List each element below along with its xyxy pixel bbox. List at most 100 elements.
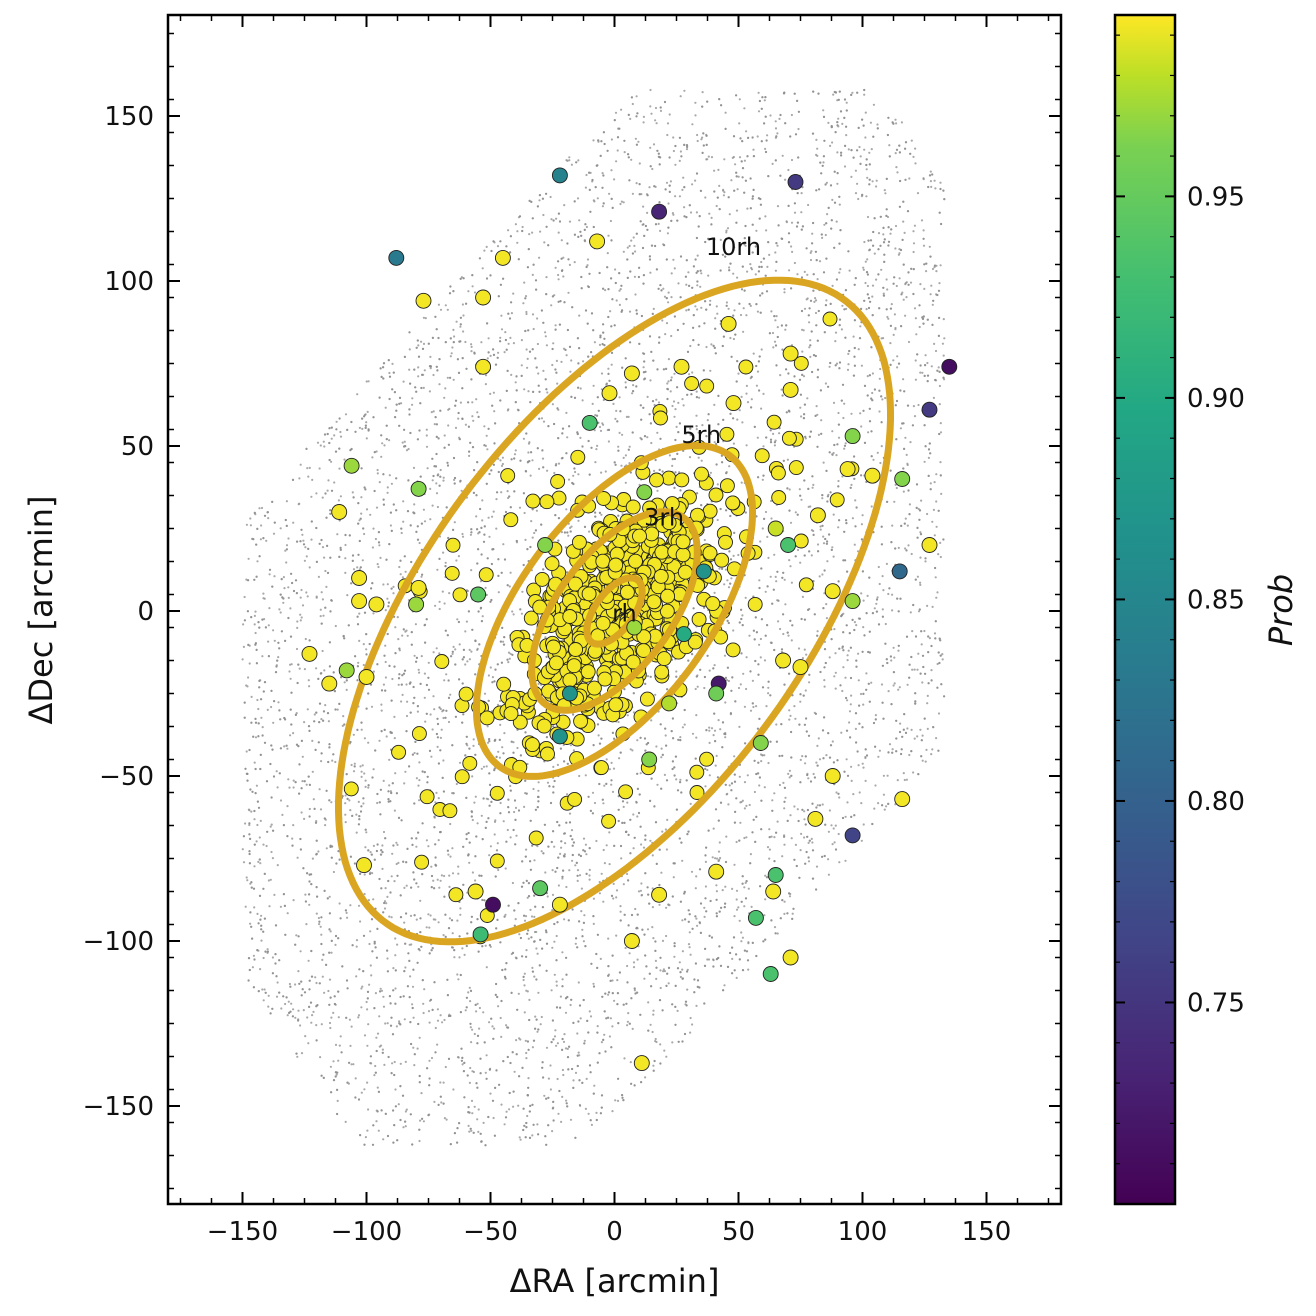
field-star-point [841,689,844,693]
field-star-point [357,1014,361,1017]
field-star-point [892,333,895,336]
field-star-point [696,308,699,311]
field-star-point [430,1056,434,1060]
field-star-point [420,1092,423,1095]
field-star-point [486,725,489,728]
field-star-point [276,786,279,789]
field-star-point [450,352,453,355]
field-star-point [386,597,389,600]
field-star-point [833,628,836,631]
field-star-point [877,755,880,758]
field-star-point [831,284,834,287]
field-star-point [517,1104,520,1107]
field-star-point [282,601,285,604]
field-star-point [500,1035,503,1038]
field-star-point [304,1035,307,1038]
field-star-point [834,687,837,690]
field-star-point [289,663,292,666]
field-star-point [433,1100,436,1103]
field-star-point [814,297,817,300]
field-star-point [486,357,489,360]
field-star-point [912,771,915,774]
field-star-point [555,1044,558,1047]
field-star-point [546,469,549,472]
field-star-point [740,395,743,398]
field-star-point [847,649,850,652]
field-star-point [696,924,699,927]
field-star-point [507,342,510,345]
field-star-point [651,906,655,909]
field-star-point [835,791,838,794]
field-star-point [288,670,291,673]
field-star-point [652,143,656,146]
field-star-point [538,199,541,202]
field-star-point [242,861,246,864]
field-star-point [565,411,568,414]
field-star-point [435,492,439,495]
field-star-point [703,906,706,909]
field-star-point [619,910,622,913]
field-star-point [814,311,818,315]
field-star-point [929,180,933,183]
field-star-point [447,853,450,856]
field-star-point [492,1116,495,1120]
field-star-point [749,263,752,266]
field-star-point [315,981,318,985]
field-star-point [764,874,767,877]
field-star-point [302,539,305,542]
field-star-point [522,437,526,440]
field-star-point [531,536,534,539]
field-star-point [903,231,906,234]
field-star-point [295,647,299,651]
field-star-point [688,946,691,949]
field-star-point [723,158,726,161]
field-star-point [844,859,847,862]
field-star-point [935,737,938,740]
field-star-point [574,470,577,474]
field-star-point [297,970,300,973]
field-star-point [917,507,920,511]
field-star-point [774,120,777,123]
field-star-point [292,1008,295,1011]
field-star-point [914,359,917,362]
field-star-point [921,681,924,684]
field-star-point [743,836,746,840]
field-star-point [543,241,546,244]
field-star-point [880,683,884,686]
field-star-point [659,1043,662,1046]
field-star-point [382,1138,385,1141]
field-star-point [321,649,324,653]
field-star-point [469,1000,472,1003]
field-star-point [344,813,347,816]
field-star-point [706,768,709,772]
field-star-point [690,870,694,873]
field-star-point [370,705,374,708]
field-star-point [249,524,252,527]
field-star-point [882,589,885,592]
field-star-point [389,524,392,527]
field-star-point [651,887,654,890]
field-star-point [250,695,253,699]
field-star-point [840,731,843,734]
field-star-point [425,434,428,437]
field-star-point [413,1064,416,1067]
field-star-point [596,1025,599,1028]
field-star-point [510,373,513,376]
field-star-point [568,869,571,872]
field-star-point [605,758,608,761]
field-star-point [352,568,356,571]
field-star-point [557,884,561,887]
field-star-point [739,244,742,247]
field-star-point [935,525,938,528]
field-star-point [594,414,597,417]
field-star-point [754,273,757,276]
field-star-point [446,376,449,379]
field-star-point [834,671,837,674]
field-star-point [798,488,801,491]
field-star-point [393,715,396,719]
field-star-point [248,823,251,827]
field-star-point [538,467,541,470]
field-star-point [282,576,285,579]
field-star-point [633,275,637,278]
field-star-point [353,762,356,765]
